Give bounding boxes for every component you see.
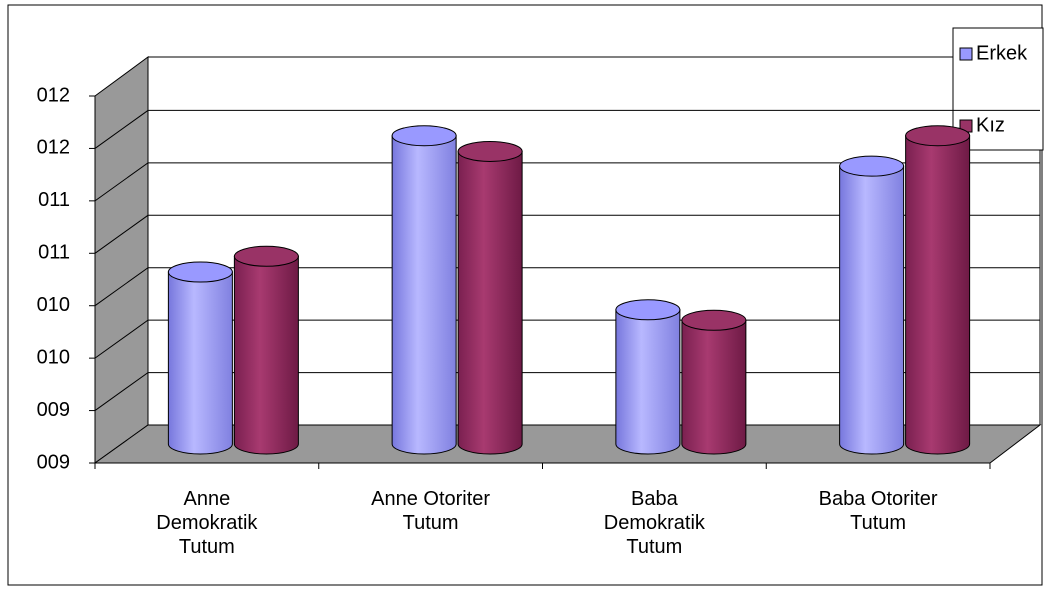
y-tick-label: 012 [37, 84, 70, 106]
grid-line [94, 162, 1040, 202]
grid-line [94, 214, 1040, 254]
bar [681, 319, 747, 455]
legend-label: Kız [976, 114, 1005, 136]
y-tick-label: 010 [37, 346, 70, 368]
x-tick-label: Baba Otoriter Tutum [818, 488, 938, 534]
y-tick-label: 011 [38, 242, 70, 264]
bar-top [839, 155, 905, 177]
y-tick-label: 012 [37, 137, 70, 159]
y-tick-label: 009 [37, 399, 70, 421]
bar-top [391, 125, 457, 147]
grid-line [94, 109, 1040, 149]
y-tick-label: 010 [37, 294, 70, 316]
x-tick-label: Baba Demokratik Tutum [603, 488, 705, 558]
bar-top [681, 309, 747, 331]
bar [391, 135, 457, 455]
legend-label: Erkek [976, 42, 1028, 64]
x-tick-label: Anne Demokratik Tutum [156, 488, 258, 558]
bar-top [615, 299, 681, 321]
bar [457, 150, 523, 455]
bar [839, 165, 905, 455]
bar-top [233, 245, 299, 267]
bar-top [457, 140, 523, 162]
bar-top [167, 261, 233, 283]
side-wall [94, 56, 149, 464]
bar [167, 271, 233, 455]
bar-top [905, 125, 971, 147]
bar [233, 255, 299, 455]
legend-swatch [959, 47, 973, 61]
legend: Erkek Kız [952, 27, 1044, 151]
bar [615, 309, 681, 455]
y-tick-label: 011 [38, 189, 70, 211]
y-tick-label: 009 [37, 451, 70, 473]
grid-line [94, 267, 1040, 307]
x-tick-label: Anne Otoriter Tutum [371, 488, 491, 534]
bar [905, 135, 971, 455]
